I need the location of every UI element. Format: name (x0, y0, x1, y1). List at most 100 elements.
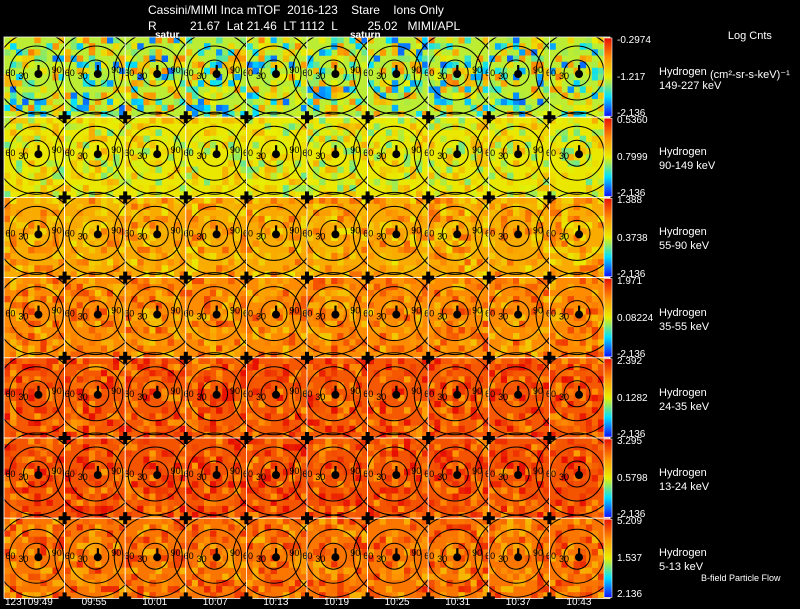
grid-cross (422, 512, 435, 525)
time-label-2: 10:01 (142, 597, 168, 608)
ring-label-30: 30 (78, 392, 88, 402)
ring-label-30: 30 (315, 312, 325, 322)
ring-label-60: 60 (363, 469, 373, 479)
ring-label-30: 30 (437, 312, 447, 322)
grid-cross (361, 111, 374, 124)
ring-label-60: 60 (302, 68, 312, 78)
ring-label-60: 60 (363, 148, 373, 158)
ring-label-60: 60 (5, 309, 15, 319)
ring-label-30: 30 (315, 472, 325, 482)
ring-label-30: 30 (315, 392, 325, 402)
plot-subtitle: R 21.67 Lat 21.46 LT 1112 L 25.02 MIMI/A… (148, 19, 461, 33)
ring-label-60: 60 (124, 148, 134, 158)
colorbar-5 (604, 439, 612, 518)
ring-label-30: 30 (498, 231, 508, 241)
ring-label-90: 90 (0, 145, 2, 155)
ring-label-60: 60 (124, 228, 134, 238)
ring-label-60: 60 (302, 309, 312, 319)
grid-cross (301, 432, 313, 444)
grid-cross (58, 592, 71, 605)
ring-label-30: 30 (137, 151, 147, 161)
grid-cross (482, 271, 495, 284)
ring-label-60: 60 (546, 148, 556, 158)
colorbar-min-6: 2.136 (617, 589, 643, 601)
ring-label-90: 90 (350, 145, 360, 155)
colorbar-units-line1: Log Cnts (727, 30, 772, 42)
ring-label-60: 60 (302, 148, 312, 158)
ring-label-60: 60 (65, 68, 75, 78)
ring-label-30: 30 (498, 312, 508, 322)
colorbar-mid-2: 0.3738 (617, 232, 648, 244)
saturn-label-2: saturn (350, 30, 381, 41)
ring-label-60: 60 (184, 228, 194, 238)
colorbar-max-2: 1.388 (617, 195, 643, 207)
colorbar-1 (604, 118, 612, 197)
colorbar-6 (604, 519, 612, 598)
grid-cross (543, 512, 556, 525)
ring-label-60: 60 (184, 551, 194, 561)
ring-label-30: 30 (256, 71, 266, 81)
ring-label-30: 30 (78, 71, 88, 81)
grid-cross (301, 592, 313, 605)
ring-label-60: 60 (302, 228, 312, 238)
grid-cross (422, 432, 435, 444)
grid-cross (301, 512, 313, 525)
ring-label-30: 30 (197, 151, 207, 161)
ring-label-60: 60 (302, 551, 312, 561)
ring-label-30: 30 (437, 71, 447, 81)
ring-label-90: 90 (472, 548, 482, 558)
ring-label-90: 90 (411, 225, 421, 235)
grid-cross (482, 351, 495, 364)
ring-label-90: 90 (472, 145, 482, 155)
ring-label-90: 90 (289, 225, 299, 235)
ring-label-30: 30 (197, 472, 207, 482)
grid-cross (361, 512, 374, 525)
ring-label-60: 60 (5, 389, 15, 399)
ring-label-30: 30 (437, 554, 447, 564)
band-energy-0: 149-227 keV (659, 80, 722, 92)
ring-label-90: 90 (52, 225, 62, 235)
ring-label-60: 60 (363, 551, 373, 561)
time-label-5: 10:19 (324, 597, 350, 608)
grid-cross (240, 111, 253, 124)
ring-label-60: 60 (5, 228, 15, 238)
ring-label-60: 60 (65, 228, 75, 238)
colorbar-max-0: -0.2974 (617, 35, 651, 46)
ring-label-30: 30 (78, 554, 88, 564)
grid-cross (179, 592, 192, 605)
grid-cross (301, 351, 313, 364)
ring-label-60: 60 (424, 389, 434, 399)
ring-label-60: 60 (184, 148, 194, 158)
ring-label-90: 90 (289, 548, 299, 558)
ring-label-30: 30 (256, 151, 266, 161)
ring-label-60: 60 (302, 389, 312, 399)
grid-cross (240, 191, 253, 204)
colorbar-4 (604, 358, 612, 437)
ring-label-60: 60 (5, 469, 15, 479)
ring-label-60: 60 (546, 551, 556, 561)
ring-label-30: 30 (137, 554, 147, 564)
ring-label-60: 60 (243, 469, 253, 479)
ring-label-60: 60 (243, 551, 253, 561)
ring-label-90: 90 (350, 306, 360, 316)
band-row-5: 3060903060903060903060903060903060903060… (0, 432, 619, 519)
ring-label-60: 60 (424, 228, 434, 238)
ring-label-90: 90 (533, 225, 543, 235)
